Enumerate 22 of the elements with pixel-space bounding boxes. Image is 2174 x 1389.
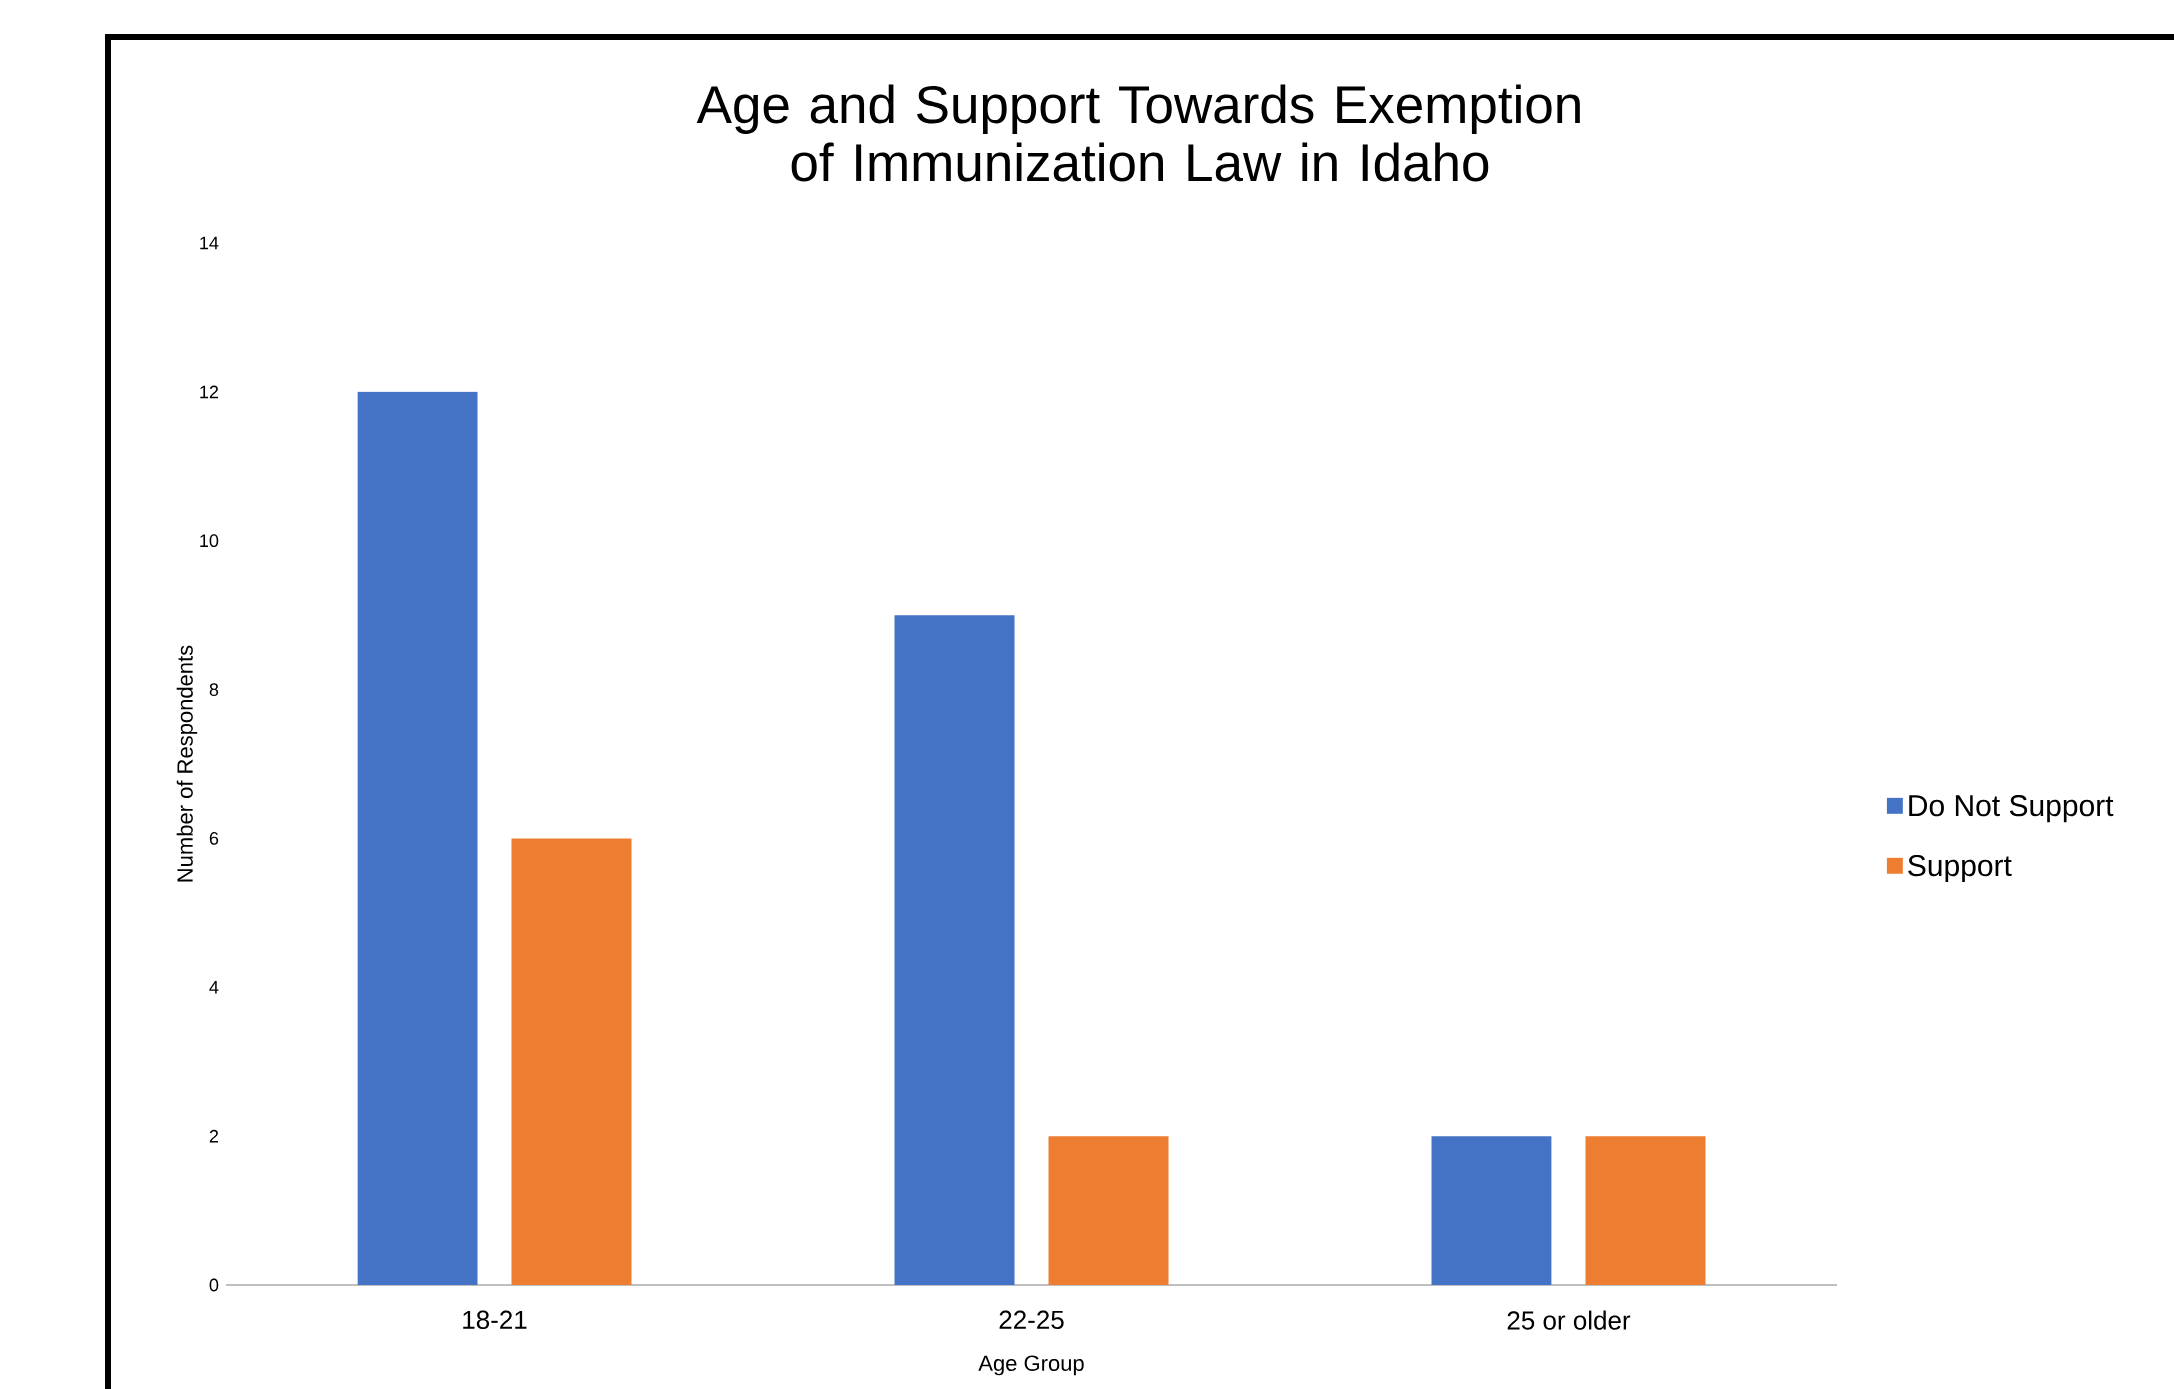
y-tick-label: 14: [200, 236, 219, 250]
legend-label: Do Not Support: [1909, 794, 2114, 823]
y-tick-label: 2: [209, 1129, 219, 1143]
y-tick-label: 12: [200, 385, 219, 399]
y-tick-label: 4: [209, 981, 219, 994]
x-tick-label: 18-21: [463, 1310, 527, 1330]
bar: [1585, 1136, 1706, 1285]
bar: [511, 838, 632, 1285]
bar: [894, 615, 1015, 1285]
y-axis-title: Number of Respondents: [176, 645, 198, 882]
bar: [1431, 1136, 1552, 1285]
y-tick-label: 10: [200, 534, 219, 548]
y-tick-label: 6: [209, 832, 219, 845]
y-tick-label: 8: [209, 683, 219, 696]
bar: [1048, 1136, 1169, 1285]
x-tick-label: 25 or older: [1507, 1310, 1631, 1330]
x-tick-label: 22-25: [999, 1310, 1064, 1330]
bar: [357, 391, 478, 1285]
legend-label: Support: [1908, 854, 2012, 883]
x-axis-title: Age Group: [978, 1355, 1084, 1376]
chart-title: Age and Support Towards Exemption of Immunization Law in Idaho: [696, 84, 1580, 182]
y-tick-label: 0: [209, 1278, 219, 1292]
